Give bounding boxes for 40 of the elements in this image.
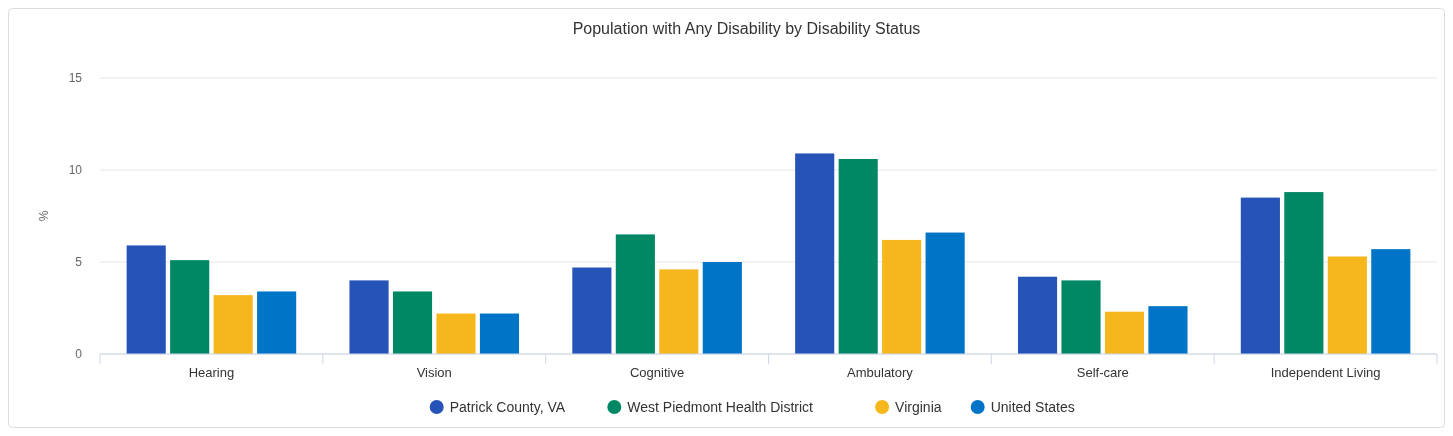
bar: [882, 239, 922, 354]
x-tick-label: Ambulatory: [847, 365, 914, 380]
bar: [170, 260, 210, 354]
x-tick-label: Hearing: [188, 365, 235, 380]
bar: [1327, 256, 1367, 354]
bar: [795, 153, 835, 354]
legend-label: Virginia: [895, 399, 942, 415]
bar: [126, 245, 166, 354]
bar: [1061, 280, 1101, 354]
x-tick-label: Cognitive: [629, 365, 685, 380]
legend-label: United States: [990, 399, 1075, 415]
bar: [436, 313, 476, 354]
y-tick-label: 10: [68, 163, 83, 177]
bar: [1240, 197, 1280, 354]
bar: [1017, 276, 1058, 354]
bar: [213, 295, 253, 354]
bar: [257, 291, 297, 354]
bar: [1284, 192, 1324, 354]
bar: [1371, 249, 1411, 354]
bar: [572, 267, 612, 354]
bar: [349, 280, 389, 354]
y-tick-label: 0: [75, 347, 83, 361]
bar: [392, 291, 433, 354]
y-tick-label: 5: [75, 255, 83, 269]
bar: [615, 234, 655, 354]
x-tick-label: Vision: [416, 365, 452, 380]
bar: [702, 262, 742, 354]
bar: [479, 313, 520, 354]
y-tick-label: 15: [68, 71, 83, 85]
x-tick-label: Independent Living: [1270, 365, 1381, 380]
legend-label: West Piedmont Health District: [627, 399, 814, 415]
x-tick-label: Self-care: [1076, 365, 1129, 380]
y-axis-title: %: [37, 210, 51, 222]
legend-label: Patrick County, VA: [449, 399, 566, 415]
bar: [659, 269, 699, 354]
bar: [838, 158, 878, 354]
bar: [925, 232, 965, 354]
bar: [1148, 306, 1188, 354]
bar: [1104, 311, 1145, 354]
chart-title: Population with Any Disability by Disability Status: [572, 20, 921, 37]
